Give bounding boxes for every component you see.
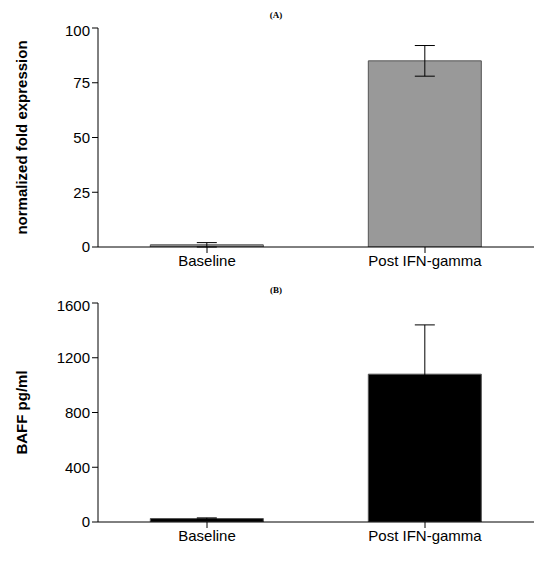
- svg-text:0: 0: [82, 513, 90, 530]
- svg-text:Post IFN-gamma: Post IFN-gamma: [368, 527, 482, 544]
- html-text:(A): (A): [269, 10, 283, 20]
- svg-text:25: 25: [73, 184, 90, 201]
- svg-text:normalized fold expression: normalized fold expression: [13, 40, 30, 234]
- svg-text:400: 400: [65, 459, 90, 476]
- svg-text:100: 100: [65, 22, 90, 39]
- svg-text:Baseline: Baseline: [178, 252, 236, 269]
- svg-text:Baseline: Baseline: [178, 527, 236, 544]
- html-text:(B): (B): [270, 285, 282, 295]
- svg-text:75: 75: [73, 74, 90, 91]
- svg-text:Post IFN-gamma: Post IFN-gamma: [368, 252, 482, 269]
- svg-text:50: 50: [73, 129, 90, 146]
- svg-text:0: 0: [82, 238, 90, 255]
- svg-text:1600: 1600: [57, 297, 90, 314]
- svg-text:BAFF pg/ml: BAFF pg/ml: [13, 370, 30, 454]
- svg-text:1200: 1200: [57, 349, 90, 366]
- svg-text:800: 800: [65, 404, 90, 421]
